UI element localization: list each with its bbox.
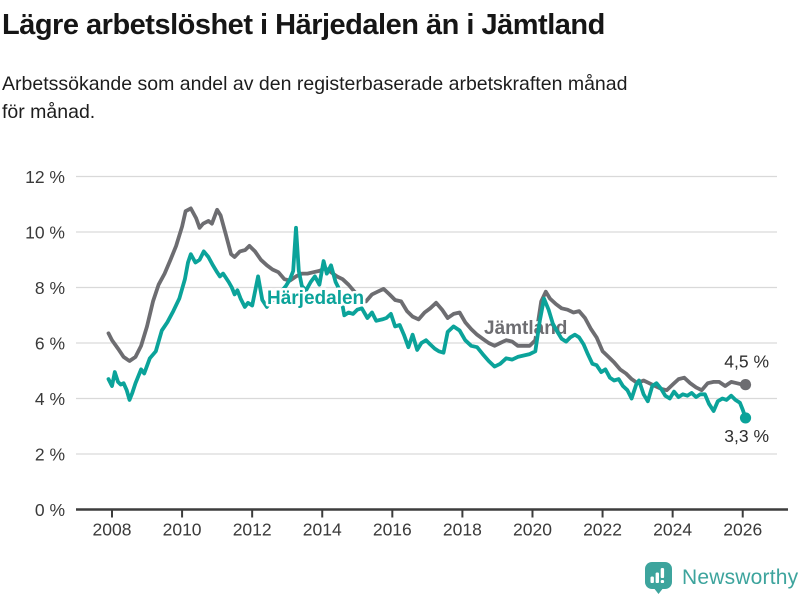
newsworthy-logo-link[interactable]: Newsworthy [643,561,798,594]
chart-title: Lägre arbetslöshet i Härjedalen än i Jäm… [2,9,605,41]
y-tick-label-6: 6 % [35,334,65,354]
series-label-hrjedalen: Härjedalen [267,288,364,309]
chart-subtitle-line-1: Arbetssökande som andel av den registerb… [2,73,628,95]
x-tick-label-2022: 2022 [583,520,622,540]
y-tick-label-2: 2 % [35,445,65,465]
y-tick-label-12: 12 % [25,167,65,187]
y-tick-label-0: 0 % [35,500,65,520]
series-line-hrjedalen [106,225,748,420]
end-value-label-hrjedalen: 3,3 % [724,426,769,446]
end-value-label-jmtland: 4,5 % [724,352,769,372]
chart-subtitle-line-2: för månad. [2,100,96,123]
x-tick-label-2016: 2016 [373,520,412,540]
x-tick-label-2020: 2020 [513,520,552,540]
newsworthy-icon [645,562,672,594]
x-tick-label-2014: 2014 [303,520,342,540]
x-tick-label-2008: 2008 [93,520,132,540]
series-end-dot-hrjedalen [739,412,752,424]
y-tick-label-4: 4 % [35,389,65,409]
series-line-jmtland [106,206,748,393]
chart-subtitle: Arbetssökande som andel av den registerb… [2,71,627,126]
y-tick-label-8: 8 % [35,278,65,298]
x-tick-label-2010: 2010 [163,520,202,540]
x-tick-label-2018: 2018 [443,520,482,540]
x-tick-label-2012: 2012 [233,520,272,540]
x-tick-label-2024: 2024 [653,520,692,540]
series-end-dot-jmtland [739,379,752,391]
brand-name: Newsworthy [682,565,799,589]
x-tick-label-2026: 2026 [723,520,762,540]
y-tick-label-10: 10 % [25,223,65,243]
